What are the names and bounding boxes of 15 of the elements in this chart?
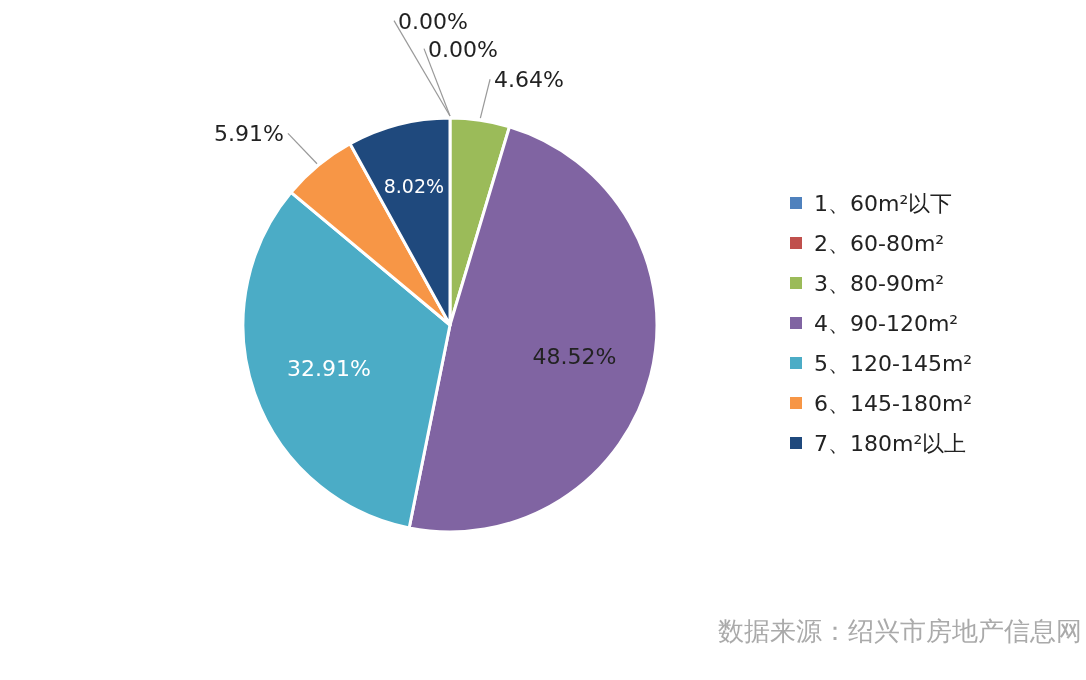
legend-label: 3、80-90m²: [814, 271, 945, 296]
legend-label: 1、60m²以下: [814, 191, 953, 216]
data-label: 4.64%: [494, 67, 564, 93]
data-label: 32.91%: [286, 355, 371, 381]
legend-label: 7、180m²以上: [814, 431, 967, 456]
legend-label: 6、145-180m²: [814, 391, 973, 416]
data-label: 48.52%: [532, 344, 617, 370]
legend-label: 5、120-145m²: [814, 351, 973, 376]
data-label: 8.02%: [383, 174, 445, 197]
text: 0.00%: [398, 8, 468, 34]
legend-label: 4、90-120m²: [814, 311, 959, 336]
source-note: 数据来源：绍兴市房地产信息网: [718, 616, 1082, 646]
text: 0.00%: [428, 36, 498, 62]
data-label: 5.91%: [214, 121, 284, 147]
legend-label: 2、60-80m²: [814, 231, 945, 256]
